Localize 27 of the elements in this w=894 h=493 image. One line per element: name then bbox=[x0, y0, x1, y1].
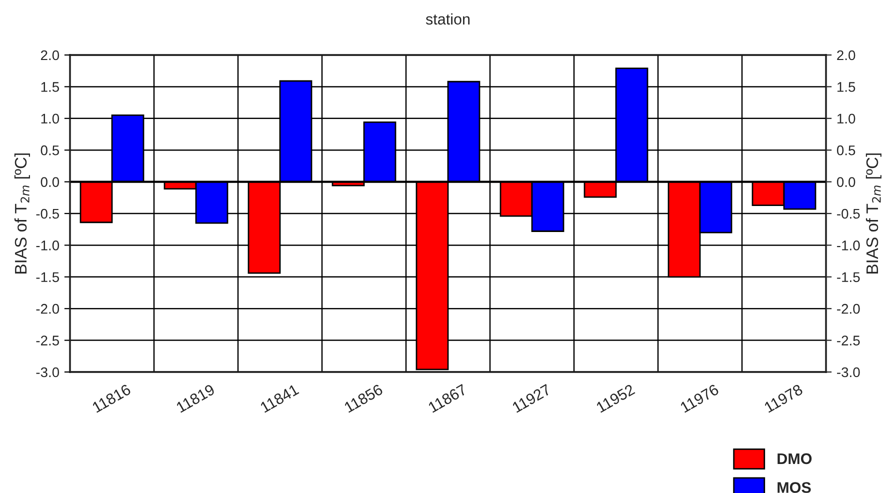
y2-tick-label: 2.0 bbox=[837, 50, 856, 60]
y2-tick-label: -2.0 bbox=[837, 304, 860, 314]
legend-label: MOS bbox=[778, 482, 811, 493]
y-axis-title: BIAS of T$_{2m}$ [ºC] bbox=[14, 153, 30, 274]
y2-tick-label: -3.0 bbox=[837, 367, 860, 378]
y2-tick-label: 1.0 bbox=[837, 114, 856, 124]
y2-axis-title: BIAS of T$_{2m}$ [ºC] bbox=[866, 153, 882, 274]
y-tick-label: 1.0 bbox=[41, 114, 60, 124]
y-tick-label: -1.5 bbox=[36, 272, 60, 282]
y-tick-label: -2.0 bbox=[36, 304, 60, 314]
y-tick-label: -2.5 bbox=[36, 336, 60, 346]
y2-tick-label: 0.0 bbox=[836, 177, 856, 187]
y-tick-label: 1.5 bbox=[41, 82, 60, 92]
chart-title: station bbox=[426, 13, 470, 25]
y2-tick-label: 1.5 bbox=[837, 82, 856, 92]
y2-tick-label: -2.5 bbox=[837, 336, 860, 346]
legend-label: DMO bbox=[778, 453, 812, 464]
y2-tick-label: -1.0 bbox=[837, 240, 860, 250]
y-tick-label: -1.0 bbox=[36, 240, 60, 250]
y2-tick-label: -1.5 bbox=[837, 272, 860, 282]
y-tick-label: -0.5 bbox=[36, 208, 60, 219]
y-tick-label: -3.0 bbox=[36, 367, 60, 378]
y-tick-label: 0.5 bbox=[40, 145, 60, 156]
y2-tick-label: 0.5 bbox=[836, 145, 856, 156]
y-tick-label: 0.0 bbox=[40, 177, 60, 187]
y2-tick-label: -0.5 bbox=[837, 208, 860, 219]
y-tick-label: 2.0 bbox=[40, 50, 60, 60]
